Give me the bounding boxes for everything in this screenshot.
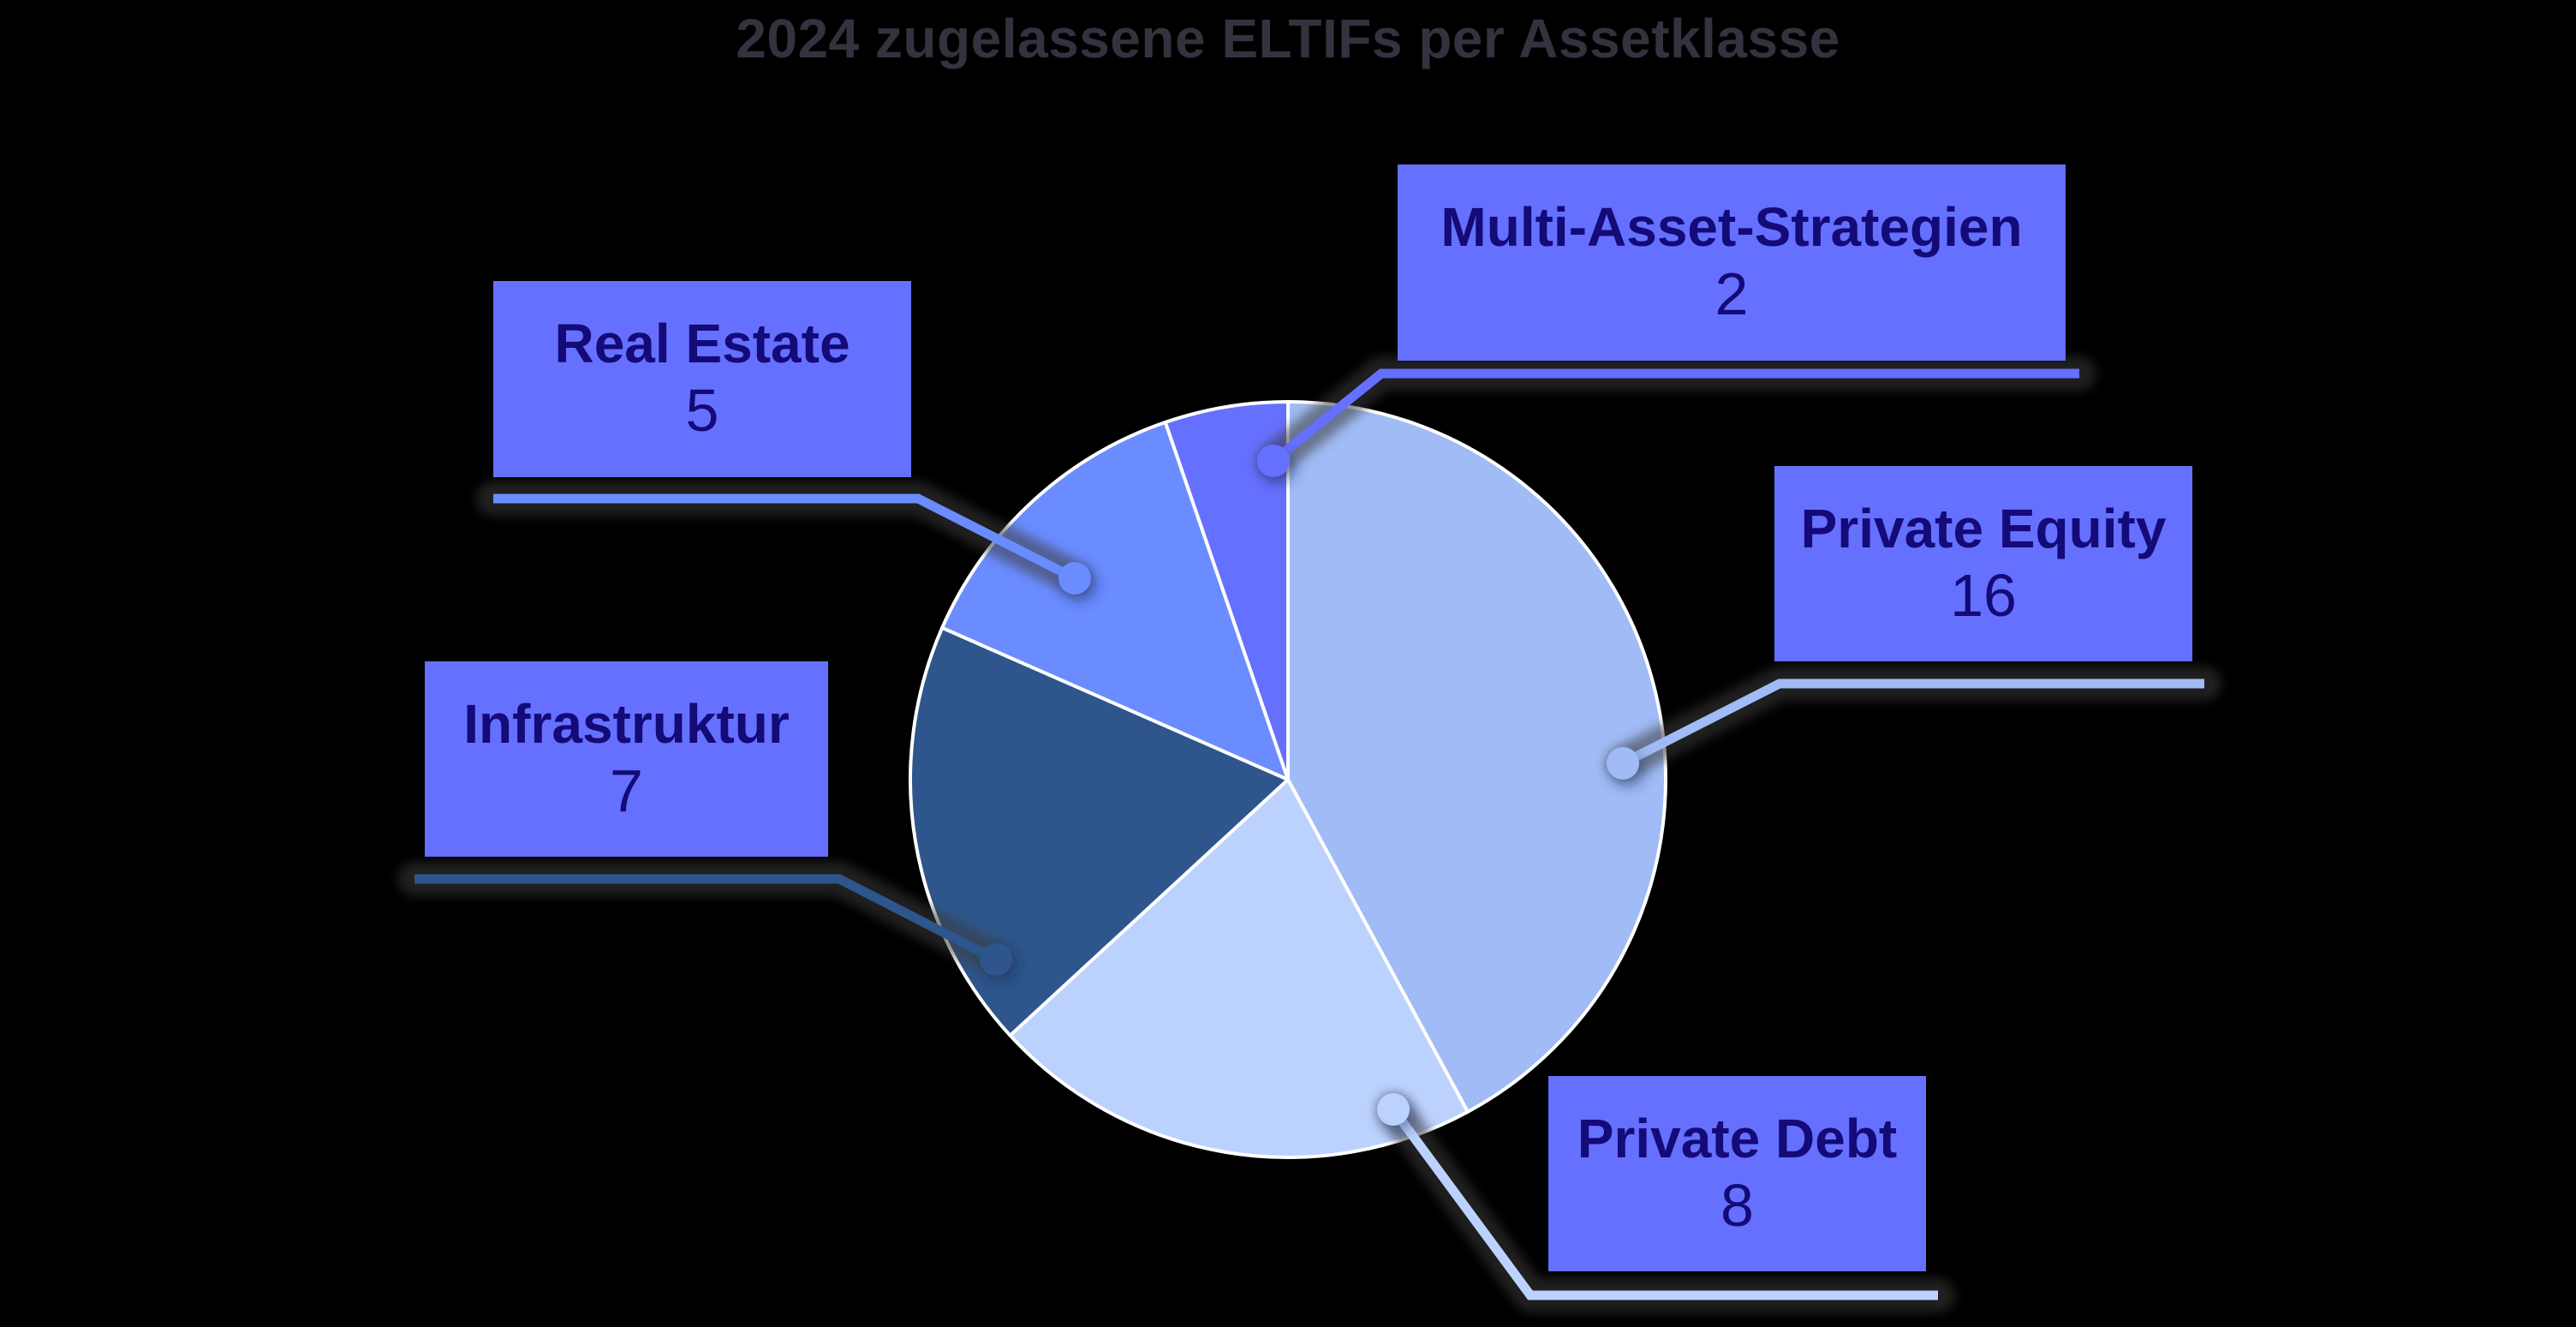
label-value: 16 <box>1950 561 2017 629</box>
label-value: 2 <box>1714 260 1749 328</box>
leader-dot-icon <box>1058 562 1091 595</box>
leader-dot-icon <box>1377 1093 1410 1126</box>
pie-slice-private-equity <box>1286 400 1667 1114</box>
label-private-equity: Private Equity 16 <box>1774 466 2192 661</box>
chart-title: 2024 zugelassene ELTIFs per Assetklasse <box>736 8 1840 69</box>
label-value: 8 <box>1720 1171 1754 1239</box>
leader-line-infrastruktur <box>414 874 999 964</box>
leader-dot-icon <box>1257 445 1290 477</box>
label-name: Multi-Asset-Strategien <box>1440 196 2023 259</box>
pie-slice-real-estate <box>940 420 1290 781</box>
label-name: Infrastruktur <box>463 692 790 755</box>
leader-dot-icon <box>980 943 1012 976</box>
leader-line-multi-asset <box>1270 368 2079 465</box>
leader-line-real-estate <box>493 493 1077 583</box>
label-value: 5 <box>685 377 719 445</box>
label-multi-asset: Multi-Asset-Strategien 2 <box>1398 164 2066 361</box>
pie-slice-multi-asset-strategien <box>1163 400 1290 781</box>
label-infrastruktur: Infrastruktur 7 <box>425 661 828 857</box>
label-real-estate: Real Estate 5 <box>493 281 911 477</box>
leader-lines <box>397 356 2221 1312</box>
label-name: Private Debt <box>1577 1107 1898 1169</box>
label-name: Real Estate <box>554 313 850 375</box>
leader-line-private-equity <box>1620 678 2204 768</box>
label-name: Private Equity <box>1800 497 2167 559</box>
pie-slice-infrastruktur <box>909 625 1290 1037</box>
label-value: 7 <box>610 756 643 824</box>
pie-slices <box>909 400 1667 1159</box>
label-private-debt: Private Debt 8 <box>1548 1076 1926 1271</box>
leader-dot-icon <box>1607 747 1639 780</box>
leader-line-private-debt <box>1389 1106 1938 1300</box>
